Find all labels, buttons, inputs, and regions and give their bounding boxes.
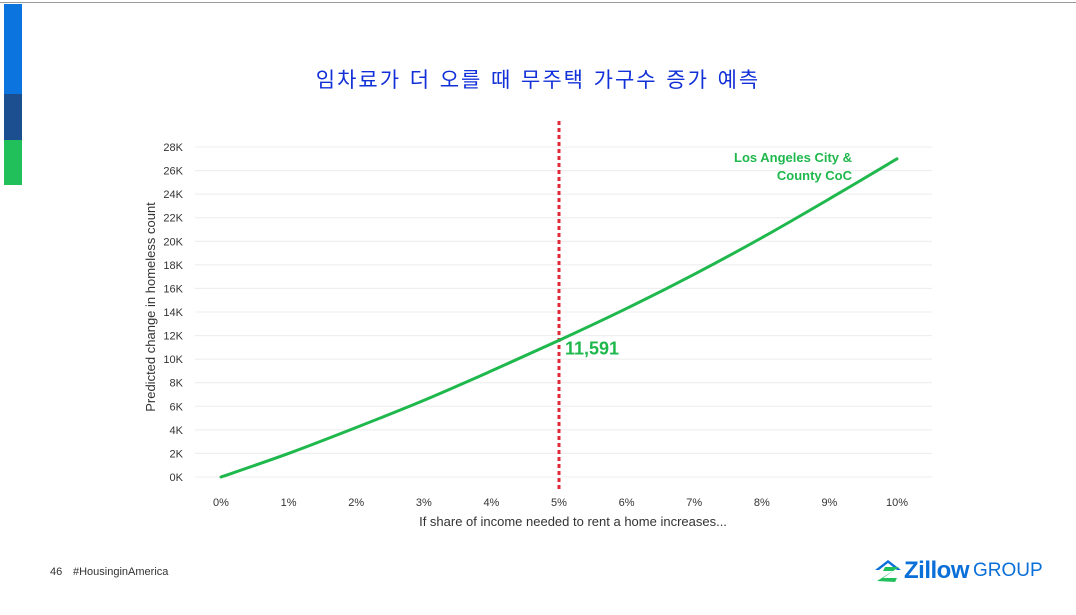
x-tick-label: 9% xyxy=(821,497,837,509)
y-axis-title: Predicted change in homeless count xyxy=(143,202,158,412)
data-label-11591: 11,591 xyxy=(565,338,619,358)
y-tick-label: 4K xyxy=(170,425,184,437)
top-divider xyxy=(0,2,1076,3)
x-tick-label: 4% xyxy=(483,497,499,509)
accent-bar-green xyxy=(4,140,22,185)
x-tick-label: 3% xyxy=(416,497,432,509)
y-tick-label: 24K xyxy=(163,189,183,201)
x-tick-label: 6% xyxy=(619,497,635,509)
y-tick-label: 2K xyxy=(170,448,184,460)
x-tick-label: 5% xyxy=(551,497,567,509)
footer-hashtag: #HousinginAmerica xyxy=(73,566,169,578)
x-axis-title: If share of income needed to rent a home… xyxy=(419,514,727,529)
y-tick-label: 10K xyxy=(163,354,183,366)
series-label: County CoC xyxy=(777,168,853,183)
y-tick-label: 22K xyxy=(163,213,183,225)
page-number: 46 xyxy=(50,566,63,578)
y-tick-label: 26K xyxy=(163,166,183,178)
x-tick-label: 10% xyxy=(886,497,908,509)
y-tick-label: 28K xyxy=(163,142,183,154)
x-tick-label: 2% xyxy=(348,497,364,509)
series-line xyxy=(219,157,899,479)
logo-suffix: GROUP xyxy=(973,560,1043,581)
y-tick-label: 0K xyxy=(170,472,184,484)
x-tick-label: 7% xyxy=(686,497,702,509)
y-tick-label: 8K xyxy=(170,378,184,390)
y-tick-label: 16K xyxy=(163,283,183,295)
logo-word: Zillow xyxy=(904,557,970,584)
zillow-group-logo: Zillow GROUP xyxy=(873,556,1043,586)
series-label: Los Angeles City & xyxy=(734,150,852,165)
y-tick-label: 14K xyxy=(163,307,183,319)
x-tick-label: 8% xyxy=(754,497,770,509)
accent-bar-blue xyxy=(4,4,22,94)
y-tick-label: 6K xyxy=(170,401,184,413)
y-tick-label: 12K xyxy=(163,331,183,343)
slide-title: 임차료가 더 오를 때 무주택 가구수 증가 예측 xyxy=(315,68,761,92)
y-tick-label: 20K xyxy=(163,236,183,248)
x-tick-label: 0% xyxy=(213,497,229,509)
zillow-logo-icon xyxy=(875,560,901,582)
accent-bar-navy xyxy=(4,94,22,140)
y-tick-label: 18K xyxy=(163,260,183,272)
x-tick-label: 1% xyxy=(281,497,297,509)
